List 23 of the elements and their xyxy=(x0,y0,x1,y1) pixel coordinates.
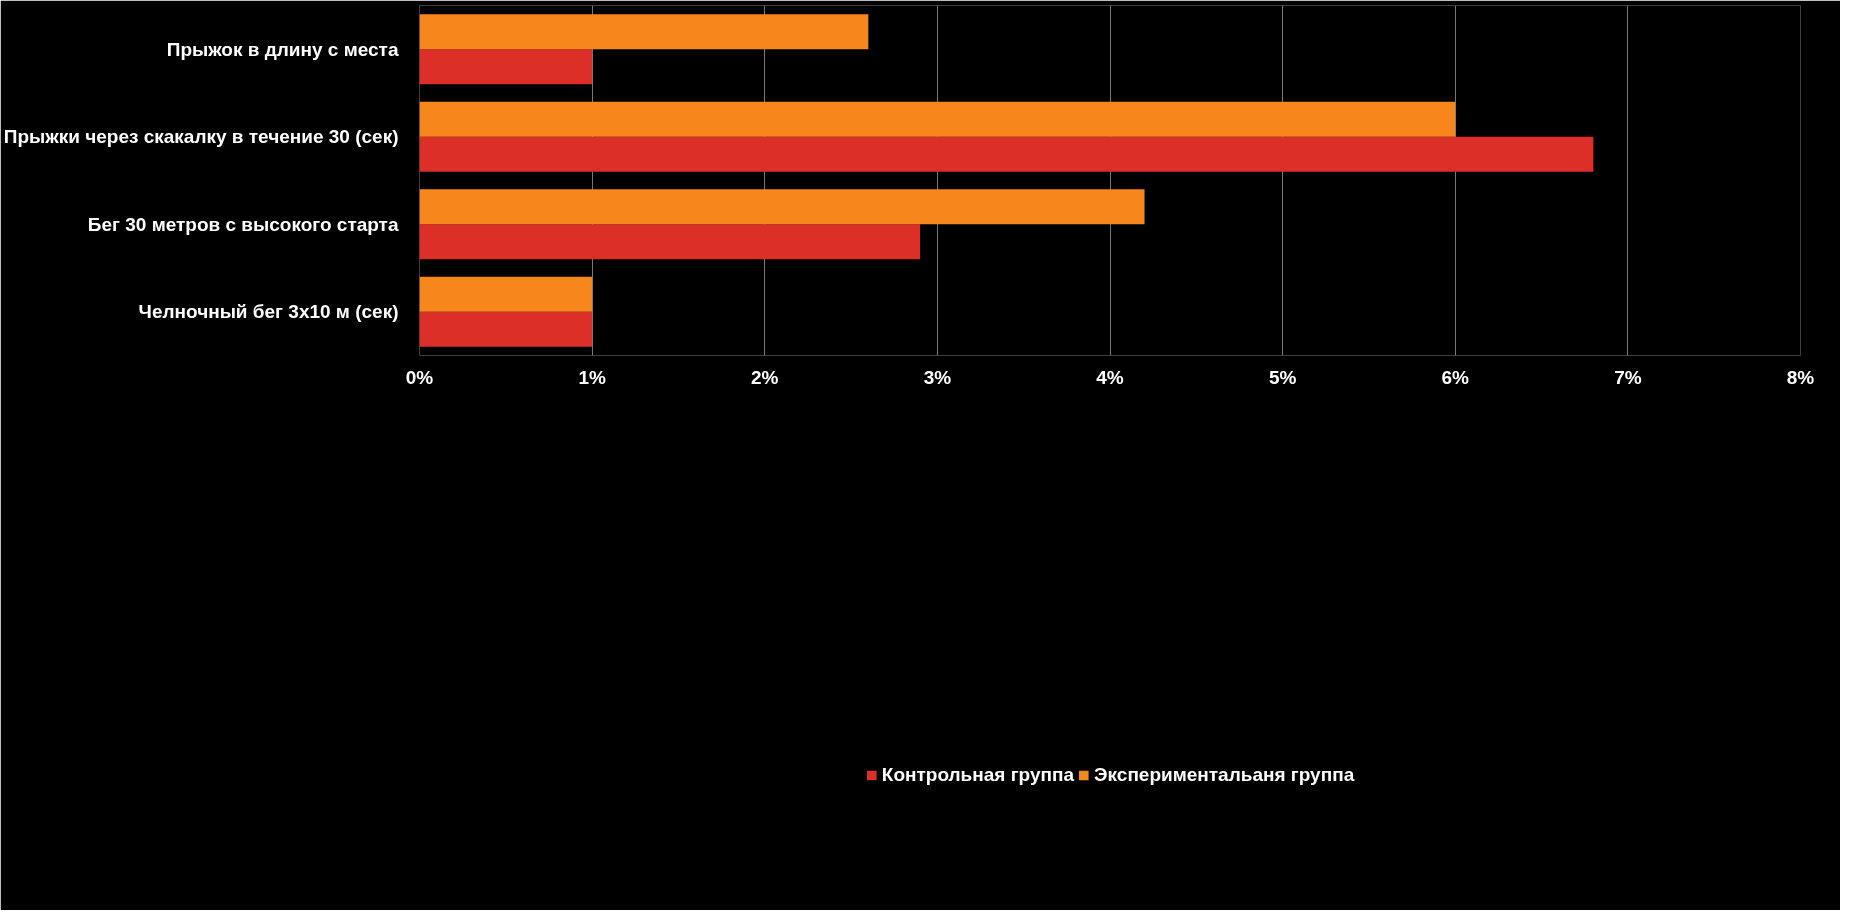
legend-label: Контрольная группа xyxy=(881,763,1075,786)
x-tick-label: 8% xyxy=(1786,366,1815,388)
bar xyxy=(419,49,593,85)
y-tick-label: Челночный бег 3х10 м (сек) xyxy=(138,301,399,323)
x-tick-label: 5% xyxy=(1268,366,1297,388)
y-tick-label: Прыжок в длину с места xyxy=(166,38,399,60)
x-tick-label: 0% xyxy=(405,366,434,388)
x-tick-label: 1% xyxy=(578,366,606,388)
bar xyxy=(419,101,1456,137)
bar xyxy=(419,136,1594,172)
bar xyxy=(419,224,921,260)
x-tick-label: 2% xyxy=(751,366,779,388)
bar xyxy=(419,14,869,50)
y-tick-label: Прыжки через скакалку в течение 30 (сек) xyxy=(3,126,399,148)
x-tick-label: 6% xyxy=(1441,366,1470,388)
bar xyxy=(419,311,593,347)
x-tick-label: 3% xyxy=(923,366,952,388)
legend-label: Экспериментальаня группа xyxy=(1094,763,1355,786)
y-tick-label: Бег 30 метров с высокого старта xyxy=(87,213,399,235)
bar xyxy=(419,276,593,312)
x-tick-label: 7% xyxy=(1614,366,1642,388)
x-tick-label: 4% xyxy=(1096,366,1124,388)
bar xyxy=(419,189,1145,225)
